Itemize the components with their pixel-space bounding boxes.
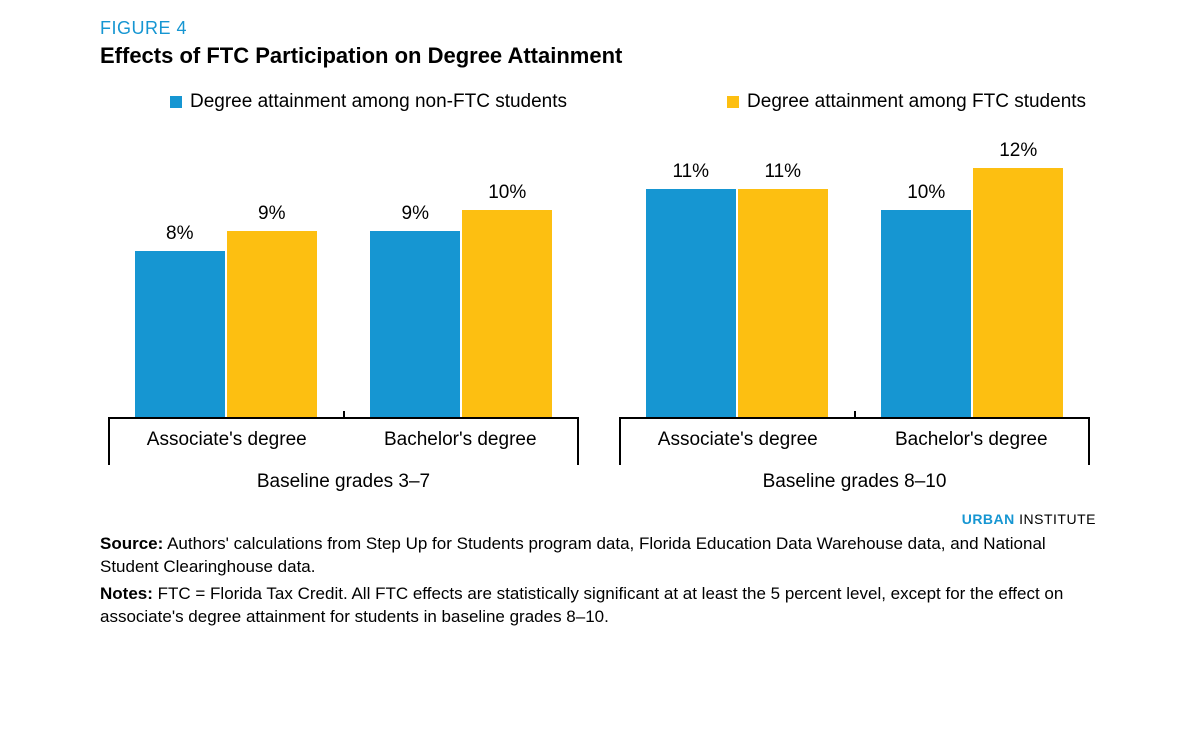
bar-value-label: 12% [999,140,1037,162]
axis-panel: Associate's degreeBachelor's degree [108,417,579,465]
bar [738,189,828,417]
legend-swatch-nonftc [170,96,182,108]
bar-value-label: 10% [907,182,945,204]
bar-value-label: 9% [402,203,429,225]
notes-text: FTC = Florida Tax Credit. All FTC effect… [100,584,1063,626]
notes-line: Notes: FTC = Florida Tax Credit. All FTC… [100,583,1098,629]
bar-value-label: 11% [764,161,801,183]
bar-wrap: 11% [738,127,828,417]
notes-label: Notes: [100,584,153,603]
bar-group: 11% 11% [619,127,855,417]
figure-container: FIGURE 4 Effects of FTC Participation on… [0,0,1188,653]
bar-value-label: 11% [672,161,709,183]
bar-wrap: 10% [462,127,552,417]
panel-title: Baseline grades 3–7 [108,467,579,493]
legend: Degree attainment among non-FTC students… [100,91,1098,113]
chart-area: 8% 9% 9% 10% 11% 11% 10% 12% [108,127,1090,417]
source-label: Source: [100,534,163,553]
bar-wrap: 8% [135,127,225,417]
bar [973,168,1063,417]
axis-panel: Associate's degreeBachelor's degree [619,417,1090,465]
axis-tick [343,411,345,419]
bar-wrap: 10% [881,127,971,417]
panel-title: Baseline grades 8–10 [619,467,1090,493]
bars-row: 8% 9% 9% 10% 11% 11% 10% 12% [108,127,1090,417]
bar-wrap: 9% [227,127,317,417]
bar [370,231,460,417]
legend-swatch-ftc [727,96,739,108]
panel-titles-row: Baseline grades 3–7 Baseline grades 8–10 [108,467,1090,493]
bar [462,210,552,417]
axis-group-label: Bachelor's degree [855,419,1089,465]
bar-value-label: 10% [488,182,526,204]
bar-group: 10% 12% [855,127,1091,417]
bar-value-label: 8% [166,223,193,245]
legend-label-ftc: Degree attainment among FTC students [747,91,1086,113]
source-line: Source: Authors' calculations from Step … [100,533,1098,579]
figure-label: FIGURE 4 [100,18,1098,39]
axis-group-label: Associate's degree [621,419,855,465]
axis-group-label: Bachelor's degree [344,419,578,465]
axis-tick [854,411,856,419]
bar [135,251,225,417]
source-text: Authors' calculations from Step Up for S… [100,534,1046,576]
legend-label-nonftc: Degree attainment among non-FTC students [190,91,567,113]
chart-panel: 8% 9% 9% 10% [108,127,579,417]
figure-title: Effects of FTC Participation on Degree A… [100,43,1098,69]
bar-wrap: 11% [646,127,736,417]
attribution: URBAN INSTITUTE [100,511,1098,527]
bar [646,189,736,417]
bar [881,210,971,417]
bar-group: 8% 9% [108,127,344,417]
attribution-urban: URBAN [962,511,1015,527]
footnotes: Source: Authors' calculations from Step … [100,533,1098,629]
legend-item-nonftc: Degree attainment among non-FTC students [170,91,567,113]
axis-frame: Associate's degreeBachelor's degreeAssoc… [108,417,1090,465]
bar-group: 9% 10% [344,127,580,417]
bar-wrap: 9% [370,127,460,417]
legend-item-ftc: Degree attainment among FTC students [727,91,1086,113]
bar-wrap: 12% [973,127,1063,417]
axis-group-label: Associate's degree [110,419,344,465]
bar [227,231,317,417]
bar-value-label: 9% [258,203,285,225]
chart-panel: 11% 11% 10% 12% [619,127,1090,417]
attribution-institute: INSTITUTE [1015,511,1096,527]
